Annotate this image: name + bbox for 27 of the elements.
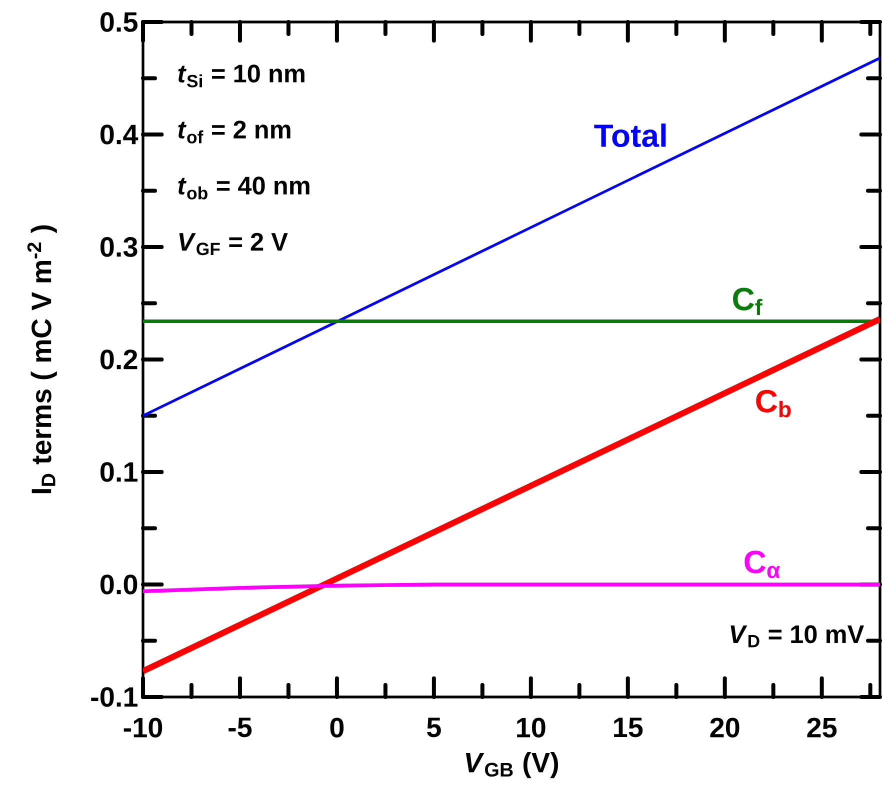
y-tick-label: 0.1	[100, 462, 138, 482]
annotation: t$_{ob}$ = 40 nm	[178, 176, 310, 200]
series-label: C$_{α}$	[744, 550, 780, 578]
line-series	[143, 582, 880, 594]
x-tick-label: 20	[710, 718, 740, 738]
x-tick-label: -5	[228, 718, 252, 738]
x-tick-label: 15	[614, 718, 643, 738]
y-tick-label: 0.5	[100, 12, 138, 32]
y-tick-label: -0.1	[91, 687, 138, 707]
y-axis-title: I$_{D}$ terms ( mC V m$^{-2}$ )	[27, 225, 57, 494]
text: 0.0	[100, 574, 138, 594]
series-label: Total	[594, 124, 666, 148]
annotation: V$_{D}$ = 10 mV	[730, 625, 864, 648]
x-tick-label: 10	[517, 718, 546, 738]
y-tick-label: 0.4	[100, 124, 138, 144]
y-tick-label: 0.2	[100, 350, 138, 370]
annotation: t$_{of}$ = 2 nm	[178, 120, 290, 144]
y-tick-label: 0.3	[100, 237, 138, 257]
series-label: C$_{f}$	[733, 288, 762, 316]
annotation: V$_{GF}$ = 2 V	[179, 232, 288, 256]
x-tick-label: 0	[330, 718, 344, 738]
x-tick-label: 5	[426, 718, 441, 738]
x-tick-label: 25	[807, 718, 837, 738]
x-axis-title: V$_{GB}$ (V)	[466, 752, 558, 778]
annotation: t$_{Si}$ = 10 nm	[178, 64, 304, 88]
series-label: C$_{b}$	[756, 390, 791, 418]
x-tick-label: -10	[124, 718, 162, 738]
